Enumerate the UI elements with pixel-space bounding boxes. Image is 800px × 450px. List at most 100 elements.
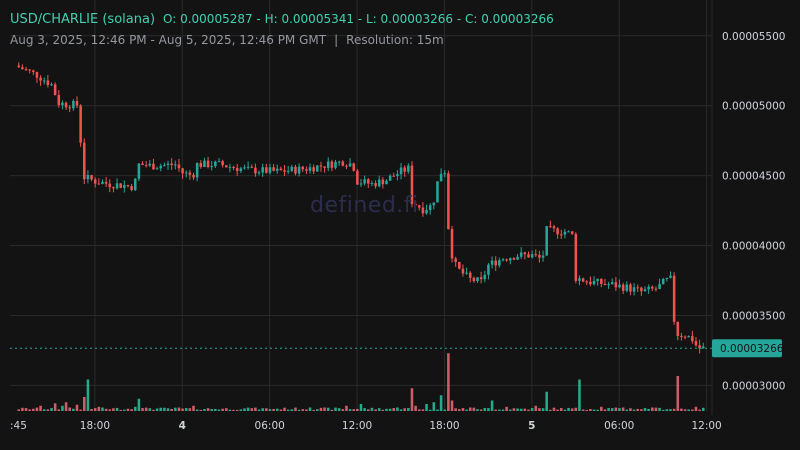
- volume-bar: [676, 376, 680, 411]
- volume-bar: [472, 407, 476, 411]
- volume-bar: [661, 409, 665, 411]
- volume-bar: [468, 407, 472, 411]
- y-axis: 0.00005500 0.00005000 0.00004500 0.00004000…: [722, 31, 785, 393]
- candle-body: [272, 167, 275, 171]
- candle-body: [199, 163, 203, 167]
- volume-bar: [618, 408, 621, 411]
- volume-bar: [367, 409, 370, 411]
- y-tick-label: 0.00005500: [722, 31, 785, 43]
- candle-body: [123, 185, 126, 188]
- volume-bar: [243, 408, 246, 411]
- volume-bar: [396, 407, 399, 411]
- volume-bar: [603, 409, 607, 411]
- watermark: defined.fi: [310, 193, 419, 218]
- candle-body: [265, 167, 268, 173]
- y-tick-label: 0.00003500: [722, 310, 785, 322]
- last-price-label-bg: [712, 339, 782, 358]
- candle-body: [217, 161, 221, 163]
- candle-body: [680, 335, 683, 337]
- candle-body: [458, 261, 461, 269]
- volume-bar: [97, 406, 101, 411]
- candle-body: [505, 259, 508, 261]
- candle-body: [363, 179, 366, 184]
- volume-bar: [388, 408, 392, 411]
- volume-bar: [352, 409, 355, 411]
- candle-body: [559, 234, 563, 236]
- candle-body: [523, 252, 527, 255]
- candle-body: [410, 165, 414, 205]
- candle-body: [651, 286, 654, 289]
- last-price-line: 0.00003266: [10, 339, 784, 358]
- candle-body: [348, 163, 352, 167]
- volume-bar: [257, 409, 261, 411]
- volume-bar: [174, 407, 177, 411]
- candle-body: [643, 289, 647, 292]
- volume-bar: [454, 408, 457, 411]
- candle-body: [334, 161, 337, 168]
- candle-body: [421, 207, 425, 214]
- candle-body: [356, 170, 359, 185]
- candle-body: [512, 258, 516, 260]
- candle-body: [461, 268, 465, 274]
- candle-body: [268, 167, 272, 173]
- volume-bar: [556, 409, 559, 411]
- candle-body: [86, 175, 90, 180]
- candle-body: [42, 80, 46, 82]
- volume-bar: [669, 409, 672, 411]
- candle-body: [119, 183, 122, 188]
- candle-body: [581, 278, 585, 282]
- volume-bar: [439, 395, 443, 411]
- candle-body: [221, 161, 224, 166]
- volume-bar: [17, 409, 21, 411]
- candle-body: [563, 231, 567, 235]
- candle-body: [603, 283, 607, 285]
- volume-bar: [596, 409, 599, 411]
- volume-bar: [610, 408, 614, 411]
- candle-body: [567, 231, 570, 233]
- volume-bar: [632, 409, 636, 411]
- volume-bar: [458, 409, 461, 411]
- candle-body: [39, 77, 42, 81]
- candle-body: [152, 163, 155, 170]
- volume-bar: [86, 379, 90, 411]
- candle-body: [155, 168, 159, 170]
- volume-bar: [487, 408, 490, 411]
- chart-header: USD/CHARLIE (solana) O: 0.00005287 - H: …: [10, 11, 554, 27]
- volume-bar: [312, 409, 315, 411]
- volume-bar: [79, 409, 82, 411]
- volume-bar: [326, 407, 330, 411]
- volume-bar: [538, 408, 541, 411]
- volume-bar: [541, 408, 545, 411]
- candle-body: [174, 164, 177, 166]
- candle-body: [206, 160, 210, 168]
- candle-body: [243, 167, 246, 169]
- candle-body: [184, 172, 188, 174]
- candle-body: [181, 168, 184, 174]
- candle-body: [534, 254, 538, 256]
- volume-bar: [461, 408, 465, 411]
- volume-bar: [523, 408, 527, 411]
- volume-bar: [414, 405, 417, 411]
- volume-bar: [417, 409, 421, 411]
- candle-body: [483, 274, 487, 280]
- volume-bar: [363, 408, 366, 411]
- candle-body: [61, 102, 64, 106]
- candle-body: [621, 284, 625, 291]
- volume-bar: [643, 408, 647, 411]
- candle-body: [301, 166, 305, 170]
- candle-body: [75, 100, 79, 106]
- x-tick-label: 18:00: [80, 420, 110, 432]
- candle-body: [126, 185, 130, 187]
- volume-bar: [581, 409, 585, 411]
- x-tick-label: 06:00: [255, 420, 285, 432]
- volume-bar: [665, 409, 669, 411]
- candle-body: [589, 281, 592, 285]
- volume-bar: [297, 409, 301, 411]
- volume-bar: [152, 409, 155, 411]
- volume-bar: [144, 407, 148, 411]
- candle-body: [683, 336, 687, 338]
- candle-body: [246, 166, 250, 168]
- candle-body: [428, 205, 432, 210]
- volume-bar: [381, 409, 385, 411]
